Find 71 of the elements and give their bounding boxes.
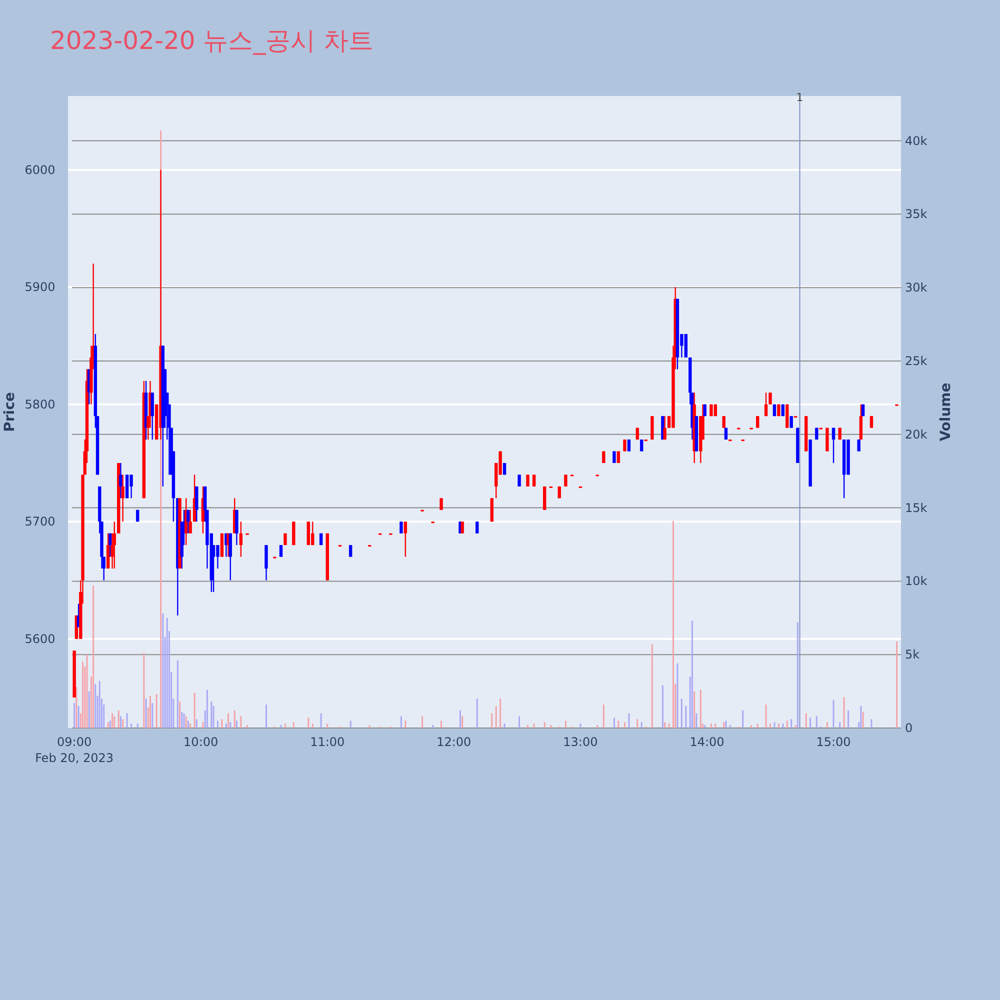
candlestick	[112, 521, 116, 570]
candlestick	[292, 521, 296, 546]
candlestick	[228, 532, 232, 581]
candlestick	[440, 498, 443, 511]
y2-tick-label: 35k	[905, 207, 928, 222]
y-tick-label: 6000	[24, 162, 56, 177]
candlestick	[870, 416, 874, 428]
candlestick	[857, 438, 860, 452]
candlestick	[663, 416, 666, 440]
candlestick	[119, 462, 122, 499]
x-tick-label: 14:00	[690, 735, 724, 749]
y2-tick-label: 30k	[905, 280, 928, 295]
candlestick	[768, 392, 772, 405]
candlestick	[348, 544, 352, 558]
candlestick	[216, 544, 220, 570]
y-tick-label: 5800	[24, 397, 56, 412]
candlestick	[627, 438, 631, 452]
candlestick	[764, 392, 768, 417]
candlestick	[195, 486, 198, 522]
candlestick	[786, 404, 789, 428]
y2-tick-label: 5k	[905, 648, 920, 662]
candlestick	[650, 416, 654, 440]
candlestick	[264, 544, 268, 581]
x-tick-label: 09:00	[57, 735, 92, 749]
candlestick	[518, 474, 521, 488]
candlestick	[220, 532, 224, 558]
candlestick	[826, 427, 829, 452]
candlestick	[756, 416, 760, 428]
candlestick	[564, 474, 568, 488]
candlestick	[526, 474, 530, 488]
x-tick-label: 15:00	[816, 735, 851, 749]
y2-axis-title: Volume	[938, 382, 954, 442]
candlestick	[790, 416, 793, 428]
candlestick	[235, 509, 238, 546]
candlestick	[188, 509, 192, 534]
candlestick	[125, 474, 129, 499]
candlestick	[832, 427, 836, 464]
candlestick	[460, 521, 464, 534]
candlestick	[490, 498, 494, 522]
x-tick-label: 12:00	[436, 735, 472, 749]
candlestick	[108, 532, 112, 558]
candlestick	[400, 521, 403, 534]
x-tick-label: 11:00	[310, 735, 345, 749]
candlestick	[106, 532, 110, 570]
y-tick-label: 5700	[24, 514, 56, 529]
chart-title: 2023-02-20 뉴스_공시 차트	[50, 26, 374, 55]
candlestick	[722, 416, 726, 428]
y-axis-title: Price	[2, 392, 18, 432]
candlestick	[130, 474, 133, 499]
y2-tick-label: 15k	[905, 500, 928, 515]
y2-tick-label: 20k	[905, 427, 928, 442]
ref-line-label: 1	[796, 91, 804, 104]
y2-tick-label: 40k	[905, 134, 928, 148]
candlestick	[239, 521, 243, 558]
candlestick	[623, 438, 626, 452]
y-tick-label: 5600	[24, 632, 56, 646]
candlestick	[311, 521, 314, 546]
candlestick	[279, 544, 283, 558]
x-tick-label: 10:00	[184, 735, 218, 749]
candlestick	[476, 521, 479, 534]
candlestick	[640, 438, 644, 452]
y-tick-label: 5900	[24, 280, 56, 294]
y2-tick-label: 25k	[905, 354, 928, 368]
candlestick	[186, 509, 190, 534]
candlestick	[404, 521, 408, 558]
y2-tick-label: 10k	[905, 574, 928, 588]
text: Feb 20, 2023	[35, 751, 114, 765]
x-tick-label: 13:00	[563, 735, 598, 749]
candlestick	[532, 474, 536, 488]
y2-tick-label: 0	[905, 721, 913, 735]
candlestick	[150, 392, 154, 440]
